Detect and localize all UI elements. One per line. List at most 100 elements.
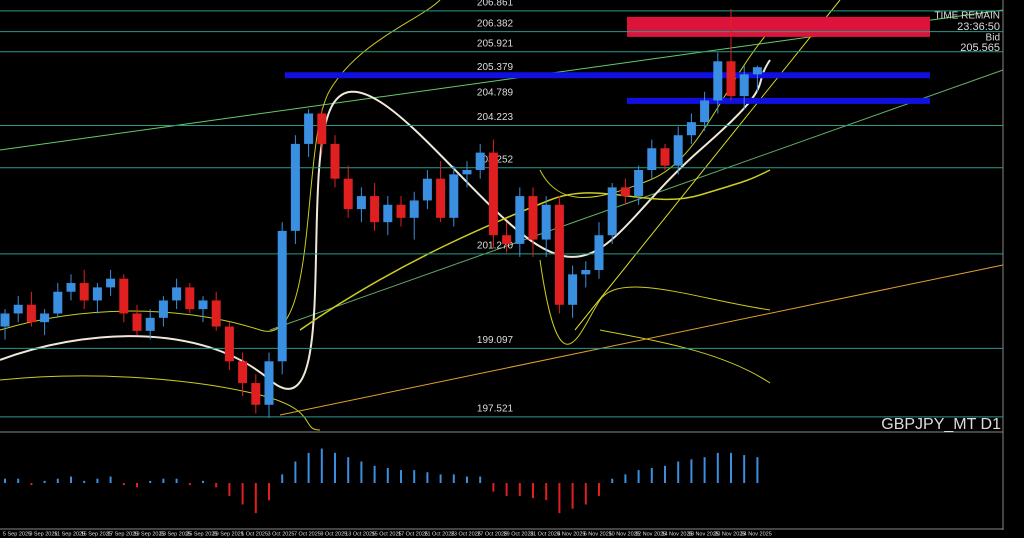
candle-body (686, 122, 696, 136)
level-label: 204.223 (477, 112, 514, 123)
candle-body (462, 170, 472, 175)
bid-label: Bid (986, 33, 1000, 44)
level-label: 201.270 (477, 241, 514, 252)
candle-body (568, 274, 578, 305)
candle-body (700, 100, 710, 123)
date-label: 21 Oct 2025 (424, 531, 454, 537)
candle-body (502, 235, 512, 244)
band-line (0, 0, 441, 332)
candle-body (172, 287, 182, 301)
candle-body (370, 196, 380, 223)
date-label: 17 Sep 2025 (107, 531, 138, 537)
date-label: 25 Sep 2025 (186, 531, 217, 537)
band-line (599, 329, 771, 384)
candle-body (594, 235, 604, 270)
date-label: 15 Sep 2025 (81, 531, 112, 537)
date-label: 23 Oct 2025 (451, 531, 481, 537)
date-label: 3 Oct 2025 (268, 531, 295, 537)
date-label: 27 Oct 2025 (477, 531, 507, 537)
candle-body (383, 204, 393, 223)
date-label: 20 Nov 2025 (714, 531, 745, 537)
date-label: 10 Nov 2025 (609, 531, 640, 537)
date-label: 29 Sep 2025 (213, 531, 244, 537)
date-label: 9 Sep 2025 (29, 531, 57, 537)
candle-body (0, 313, 10, 327)
candle-body (541, 204, 551, 240)
candle-body (211, 300, 221, 327)
candle-body (264, 361, 274, 405)
level-label: 205.921 (477, 38, 514, 49)
level-label: 205.379 (477, 62, 514, 73)
candle-body (132, 313, 142, 331)
candle-body (436, 178, 446, 218)
level-label: 199.097 (477, 335, 514, 346)
date-label: 7 Oct 2025 (294, 531, 321, 537)
candle-body (554, 204, 564, 305)
candle-body (475, 152, 485, 170)
date-label: 31 Oct 2025 (530, 531, 560, 537)
date-label: 29 Oct 2025 (504, 531, 534, 537)
zone (627, 16, 930, 37)
level-label: 197.521 (477, 404, 514, 415)
candle-body (13, 304, 23, 314)
candle-body (343, 178, 353, 210)
macd (4, 448, 759, 514)
bid-value: 205.565 (960, 42, 1000, 54)
candle-body (290, 143, 300, 231)
symbol-label: GBPJPY_MT D1 (881, 416, 1001, 433)
candle-body (356, 196, 366, 210)
candle-body (673, 135, 683, 166)
date-label: 5 Sep 2025 (3, 531, 31, 537)
candle-body (620, 187, 630, 197)
candle-body (726, 61, 736, 97)
candle-body (277, 230, 287, 362)
date-label: 24 Nov 2025 (741, 531, 772, 537)
candle-body (238, 361, 248, 384)
candle-body (251, 383, 261, 405)
time-remain-label: TIME REMAIN (934, 11, 1000, 22)
date-label: 6 Nov 2025 (584, 531, 612, 537)
candle-body (53, 291, 63, 314)
candle-body (79, 283, 89, 301)
date-label: 14 Nov 2025 (661, 531, 692, 537)
trend-line (279, 264, 1004, 416)
candle-body (317, 113, 327, 144)
candle-body (92, 287, 102, 301)
trend-line (269, 69, 1004, 331)
candle-body (515, 196, 525, 244)
date-label: 23 Sep 2025 (160, 531, 191, 537)
date-label: 9 Oct 2025 (320, 531, 347, 537)
candle-body (488, 152, 498, 236)
candle-body (40, 313, 50, 323)
band-line (539, 259, 771, 345)
candle-body (528, 196, 538, 240)
candle-body (198, 300, 208, 310)
trend-lines (0, 0, 1004, 431)
candle-body (158, 300, 168, 318)
candle-body (647, 148, 657, 170)
candle-body (66, 283, 76, 292)
candle-body (660, 148, 670, 166)
candle-body (224, 326, 234, 362)
date-label: 11 Sep 2025 (54, 531, 85, 537)
candle-body (449, 174, 459, 218)
trend-line (574, 0, 841, 331)
candle-body (396, 204, 406, 218)
time-remain-value: 23:36:50 (957, 21, 1000, 33)
candle-body (106, 278, 116, 288)
main-pane: 206.861 206.382 205.921 205.379 204.789 204.2… (0, 0, 1003, 537)
date-label: 15 Oct 2025 (372, 531, 402, 537)
candle-body (581, 270, 591, 275)
date-label: 12 Nov 2025 (635, 531, 666, 537)
candle-body (26, 304, 36, 323)
level-label: 206.861 (477, 0, 514, 8)
candle-body (145, 317, 155, 331)
level-label: 204.789 (477, 88, 514, 99)
moving-average (0, 59, 771, 390)
candle-body (422, 178, 432, 201)
candle-body (304, 113, 314, 144)
candle-body (409, 200, 419, 218)
